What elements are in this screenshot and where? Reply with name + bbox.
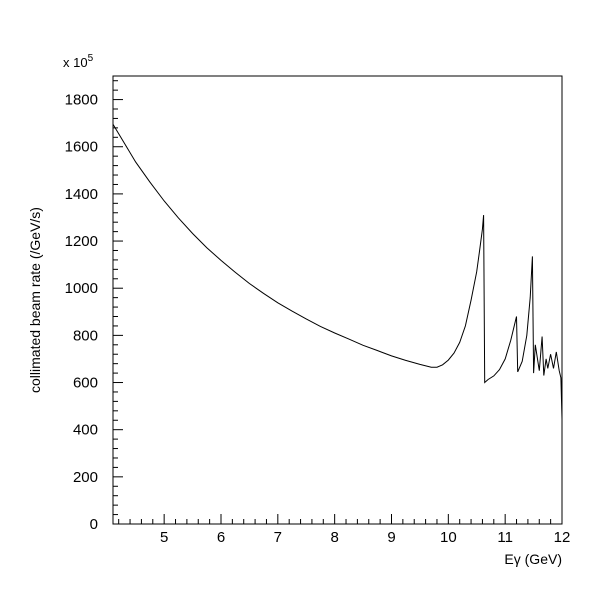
x-tick-label: 6	[217, 529, 225, 546]
y-tick-label: 400	[73, 422, 98, 439]
y-axis-tick-labels: 0 200 400 600 800 1000 1200 1400 1600 1800	[65, 92, 98, 533]
x-tick-label: 8	[330, 529, 338, 546]
y-axis-ticks	[113, 80, 123, 525]
x-tick-label: 10	[440, 529, 457, 546]
y-tick-label: 1400	[65, 186, 98, 203]
plot-frame	[112, 75, 563, 525]
y-tick-label: 1200	[65, 233, 98, 250]
beam-rate-line	[112, 124, 563, 420]
x-tick-label: 7	[274, 529, 282, 546]
y-scale-exponent: 5	[88, 53, 94, 64]
x-tick-label: 5	[160, 529, 168, 546]
x-axis-tick-labels: 5 6 7 8 9 10 11 12	[160, 529, 570, 546]
y-axis-label: collimated beam rate (/GeV/s)	[27, 207, 43, 393]
y-scale-label: x 105	[63, 53, 94, 70]
x-axis-ticks	[118, 514, 563, 524]
y-tick-label: 1800	[65, 92, 98, 109]
y-tick-label: 200	[73, 469, 98, 486]
x-tick-label: 12	[554, 529, 571, 546]
x-tick-label: 11	[497, 529, 513, 546]
x-tick-label: 9	[387, 529, 395, 546]
y-tick-label: 600	[73, 375, 98, 392]
x-axis-label: Eγ (GeV)	[504, 551, 562, 567]
y-tick-label: 800	[73, 327, 98, 344]
y-tick-label: 0	[90, 516, 98, 533]
y-tick-label: 1600	[65, 139, 98, 156]
y-tick-label: 1000	[65, 280, 98, 297]
